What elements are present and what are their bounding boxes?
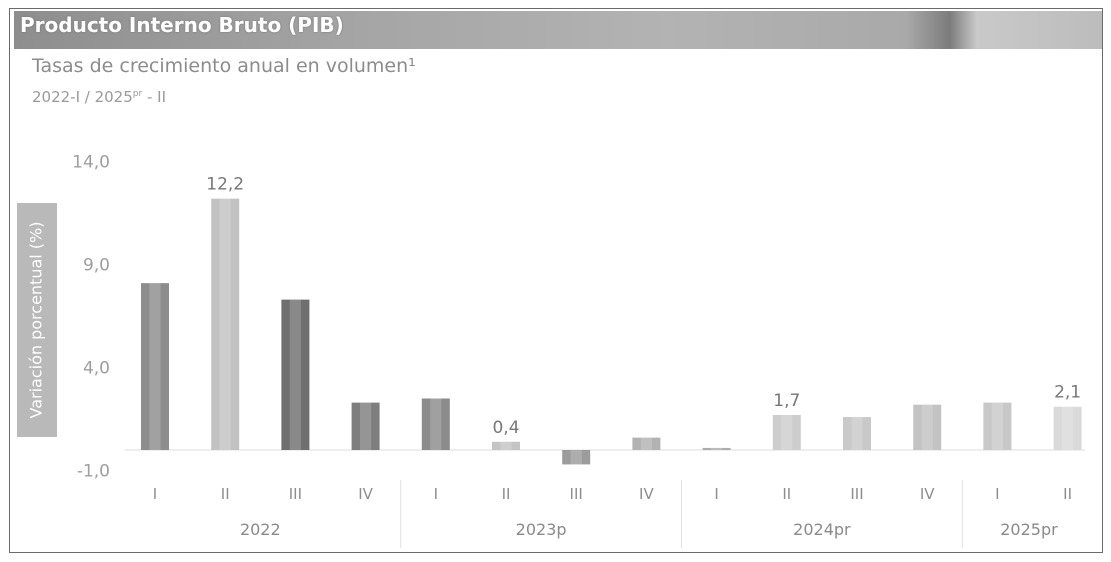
- bar-highlight: [289, 299, 301, 450]
- period-superscript: pr: [132, 89, 143, 99]
- bar-highlight: [219, 198, 231, 450]
- bar-highlight: [711, 447, 723, 450]
- bar: [281, 299, 310, 450]
- bar-highlight: [640, 437, 652, 450]
- period-main: 2022-I / 2025: [32, 88, 133, 106]
- x-tick-label: I: [714, 485, 718, 503]
- data-label: 2,1: [1054, 383, 1081, 403]
- bar-highlight: [991, 402, 1003, 450]
- bar: [843, 417, 871, 450]
- x-tick-label: II: [1063, 485, 1072, 503]
- bar-highlight: [781, 414, 793, 450]
- bar: [913, 404, 942, 450]
- bar: [632, 437, 661, 450]
- chart-period: 2022-I / 2025pr - II: [32, 88, 166, 106]
- x-tick-label: I: [153, 485, 157, 503]
- data-labels: 12,2 0,4 1,7 2,1: [206, 175, 1081, 438]
- x-tick-label: I: [995, 485, 999, 503]
- bar-highlight: [360, 402, 372, 450]
- y-axis-label: Variación porcentual (%): [27, 222, 46, 419]
- bar-highlight: [851, 417, 863, 450]
- y-tick-label: -1,0: [77, 462, 110, 482]
- bar: [983, 402, 1012, 450]
- x-tick-label: II: [221, 485, 230, 503]
- data-label: 1,7: [773, 391, 800, 411]
- chart-title: Producto Interno Bruto (PIB): [20, 13, 344, 37]
- bar: [351, 402, 380, 450]
- x-tick-label: IV: [920, 485, 935, 503]
- period-end: - II: [142, 88, 166, 106]
- bar-highlight: [1062, 406, 1074, 450]
- x-tick-label: II: [502, 485, 511, 503]
- x-tick-label: II: [782, 485, 791, 503]
- y-tick-label: 9,0: [83, 256, 110, 276]
- bars: [141, 198, 1082, 465]
- y-axis-label-box: [17, 203, 57, 437]
- bar: [1053, 406, 1082, 450]
- bar-highlight: [500, 441, 512, 450]
- year-group-label: 2023p: [516, 520, 567, 539]
- year-group-label: 2024pr: [793, 520, 851, 539]
- bar: [141, 283, 169, 450]
- bar: [211, 198, 240, 450]
- bar: [562, 450, 591, 465]
- chart-subtitle: Tasas de crecimiento anual en volumen¹: [32, 55, 416, 77]
- y-ticks: 14,0 9,0 4,0 -1,0: [72, 153, 110, 482]
- bar: [772, 414, 801, 450]
- title-bar: [14, 11, 1102, 49]
- x-tick-label: III: [289, 485, 302, 503]
- bar-highlight: [149, 283, 161, 450]
- x-tick-label: IV: [639, 485, 654, 503]
- chart-frame: [9, 8, 1103, 553]
- x-tick-label: IV: [358, 485, 373, 503]
- bar-highlight: [921, 404, 933, 450]
- bar: [492, 441, 520, 450]
- x-tick-label: III: [570, 485, 583, 503]
- x-tick-label: III: [850, 485, 863, 503]
- bar-highlight: [430, 398, 442, 450]
- bar: [702, 447, 731, 450]
- year-group-label: 2025pr: [1000, 520, 1058, 539]
- year-group-label: 2022: [240, 520, 281, 539]
- x-tick-label: I: [434, 485, 438, 503]
- y-tick-label: 14,0: [72, 153, 110, 173]
- bar-highlight: [570, 450, 582, 465]
- bar: [421, 398, 450, 450]
- y-tick-label: 4,0: [83, 359, 110, 379]
- data-label: 12,2: [206, 175, 244, 195]
- data-label: 0,4: [492, 418, 519, 438]
